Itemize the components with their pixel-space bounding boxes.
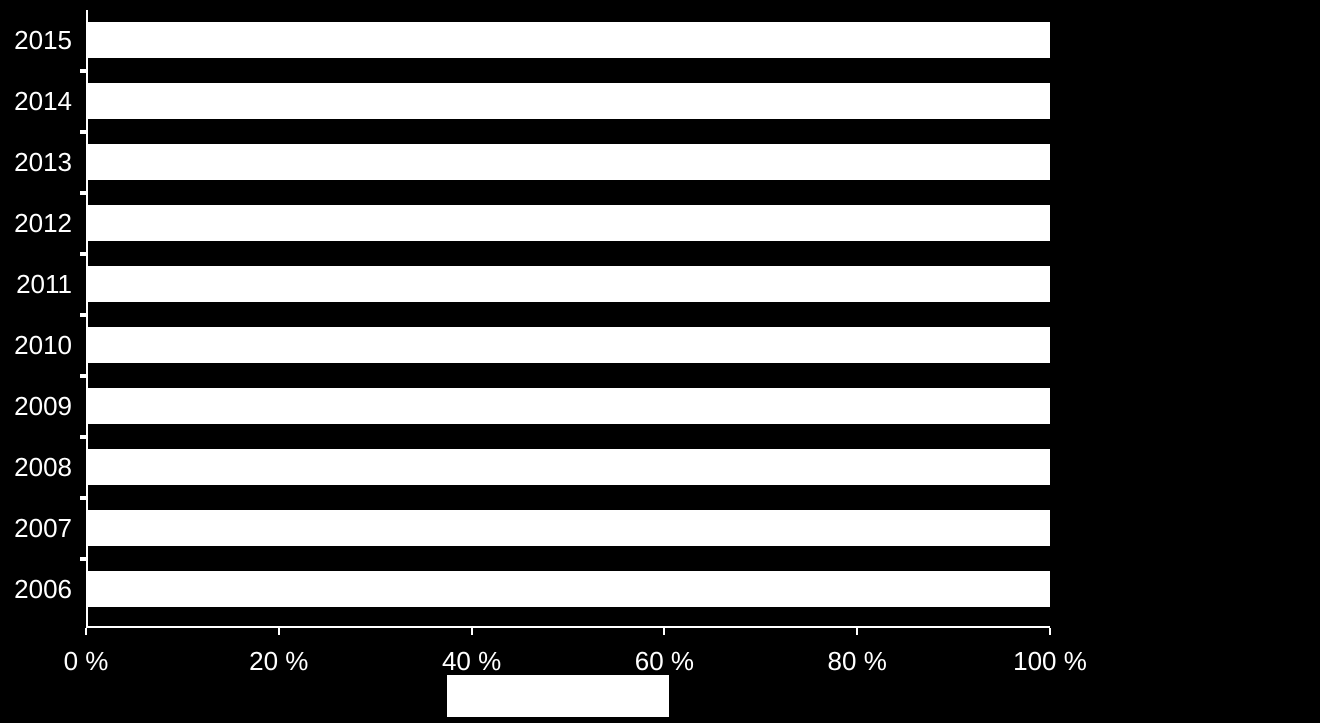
y-axis-label: 2006: [14, 574, 86, 605]
bar-row: [86, 22, 1050, 58]
y-axis-label: 2013: [14, 147, 86, 178]
x-axis-label: 20 %: [249, 646, 308, 677]
bar-row: [86, 449, 1050, 485]
bar-row: [86, 327, 1050, 363]
y-axis-line: [86, 10, 88, 628]
x-axis-label: 40 %: [442, 646, 501, 677]
bar-row: [86, 388, 1050, 424]
bar: [86, 83, 1050, 119]
x-tick-mark: [856, 628, 858, 635]
x-axis-label: 80 %: [828, 646, 887, 677]
x-tick-mark: [663, 628, 665, 635]
y-axis-label: 2009: [14, 391, 86, 422]
bar: [86, 22, 1050, 58]
bar-row: [86, 83, 1050, 119]
x-tick-mark: [1049, 628, 1051, 635]
bar-row: [86, 571, 1050, 607]
y-axis-label: 2008: [14, 452, 86, 483]
bar-row: [86, 510, 1050, 546]
y-axis-label: 2014: [14, 86, 86, 117]
horizontal-bar-chart: 2015 2014 2013 2012 2011 2010 2009 2008 2007 2006…: [0, 0, 1320, 723]
bar: [86, 510, 1050, 546]
x-axis-label: 100 %: [1013, 646, 1087, 677]
x-axis-label: 60 %: [635, 646, 694, 677]
bar: [86, 449, 1050, 485]
bar: [86, 144, 1050, 180]
plot-area: 2015201420132012201120102009200820072006…: [86, 10, 1050, 628]
bar: [86, 388, 1050, 424]
x-axis-label: 0 %: [64, 646, 109, 677]
legend-box: [447, 675, 669, 717]
x-tick-mark: [85, 628, 87, 635]
bar: [86, 205, 1050, 241]
bar: [86, 571, 1050, 607]
x-axis-line: [86, 626, 1050, 628]
y-axis-label: 2007: [14, 513, 86, 544]
x-tick-mark: [471, 628, 473, 635]
y-axis-label: 2010: [14, 330, 86, 361]
bar: [86, 266, 1050, 302]
bar-row: [86, 266, 1050, 302]
bar-row: [86, 144, 1050, 180]
bar: [86, 327, 1050, 363]
y-axis-label: 2012: [14, 208, 86, 239]
x-tick-mark: [278, 628, 280, 635]
bar-row: [86, 205, 1050, 241]
y-axis-label: 2015: [14, 25, 86, 56]
y-axis-label: 2011: [16, 269, 86, 300]
